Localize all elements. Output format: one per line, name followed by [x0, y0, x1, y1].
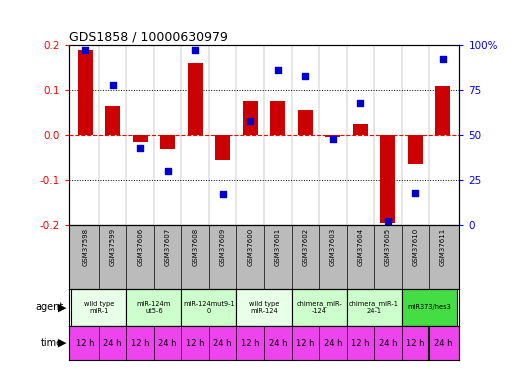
Bar	[126, 289, 182, 326]
Text: 12 h: 12 h	[76, 339, 95, 348]
Bar	[215, 135, 230, 160]
Text: GSM37602: GSM37602	[302, 228, 308, 266]
Point	[328, 136, 337, 142]
Text: GSM37610: GSM37610	[412, 228, 418, 266]
Bar	[182, 289, 237, 326]
Text: miR373/hes3: miR373/hes3	[407, 304, 451, 310]
Point	[384, 218, 392, 224]
Text: GSM37611: GSM37611	[440, 228, 446, 266]
Text: 12 h: 12 h	[296, 339, 315, 348]
Bar	[380, 135, 395, 223]
Bar	[298, 110, 313, 135]
Text: GSM37599: GSM37599	[110, 228, 116, 266]
Bar	[402, 289, 457, 326]
Bar	[435, 86, 450, 135]
Text: 12 h: 12 h	[241, 339, 259, 348]
Text: chimera_miR-1
24-1: chimera_miR-1 24-1	[349, 301, 399, 314]
Bar	[237, 289, 291, 326]
Text: 24 h: 24 h	[379, 339, 397, 348]
Point	[219, 191, 227, 197]
Text: ▶: ▶	[58, 303, 66, 312]
Point	[411, 190, 420, 196]
Point	[356, 100, 364, 106]
Text: GSM37606: GSM37606	[137, 228, 143, 266]
Bar	[353, 124, 368, 135]
Bar	[71, 289, 126, 326]
Text: 12 h: 12 h	[406, 339, 425, 348]
Bar	[187, 63, 203, 135]
Text: agent: agent	[35, 303, 63, 312]
Text: 24 h: 24 h	[158, 339, 177, 348]
Text: 12 h: 12 h	[131, 339, 149, 348]
Text: GSM37601: GSM37601	[275, 228, 281, 266]
Bar	[408, 135, 423, 164]
Bar	[78, 50, 93, 135]
Text: time: time	[41, 338, 63, 348]
Text: chimera_miR-
-124: chimera_miR- -124	[296, 301, 342, 314]
Text: 12 h: 12 h	[186, 339, 204, 348]
Bar	[243, 101, 258, 135]
Text: GSM37608: GSM37608	[192, 228, 198, 266]
Text: GSM37603: GSM37603	[330, 228, 336, 266]
Point	[108, 82, 117, 88]
Text: 12 h: 12 h	[351, 339, 370, 348]
Text: 24 h: 24 h	[103, 339, 122, 348]
Bar	[325, 135, 341, 137]
Point	[136, 145, 144, 151]
Bar	[105, 106, 120, 135]
Bar	[270, 101, 285, 135]
Text: 24 h: 24 h	[269, 339, 287, 348]
Point	[191, 47, 200, 53]
Bar	[133, 135, 148, 142]
Point	[274, 67, 282, 73]
Bar	[346, 289, 402, 326]
Text: GSM37604: GSM37604	[357, 228, 363, 266]
Point	[439, 56, 447, 62]
Text: ▶: ▶	[58, 338, 66, 348]
Point	[164, 168, 172, 174]
Text: GDS1858 / 10000630979: GDS1858 / 10000630979	[69, 31, 228, 44]
Point	[301, 73, 309, 79]
Point	[246, 118, 254, 124]
Text: GSM37609: GSM37609	[220, 228, 226, 266]
Text: wild type
miR-124: wild type miR-124	[249, 301, 279, 314]
Point	[81, 47, 89, 53]
Bar	[160, 135, 175, 148]
Text: GSM37600: GSM37600	[247, 228, 253, 266]
Text: GSM37605: GSM37605	[385, 228, 391, 266]
Bar	[291, 289, 346, 326]
Text: 24 h: 24 h	[433, 339, 452, 348]
Text: GSM37607: GSM37607	[165, 228, 171, 266]
Text: GSM37598: GSM37598	[82, 228, 88, 266]
Text: wild type
miR-1: wild type miR-1	[84, 301, 114, 314]
Text: miR-124mut9-1
0: miR-124mut9-1 0	[183, 301, 235, 314]
Text: miR-124m
ut5-6: miR-124m ut5-6	[137, 301, 171, 314]
Text: 24 h: 24 h	[213, 339, 232, 348]
Text: 24 h: 24 h	[324, 339, 342, 348]
